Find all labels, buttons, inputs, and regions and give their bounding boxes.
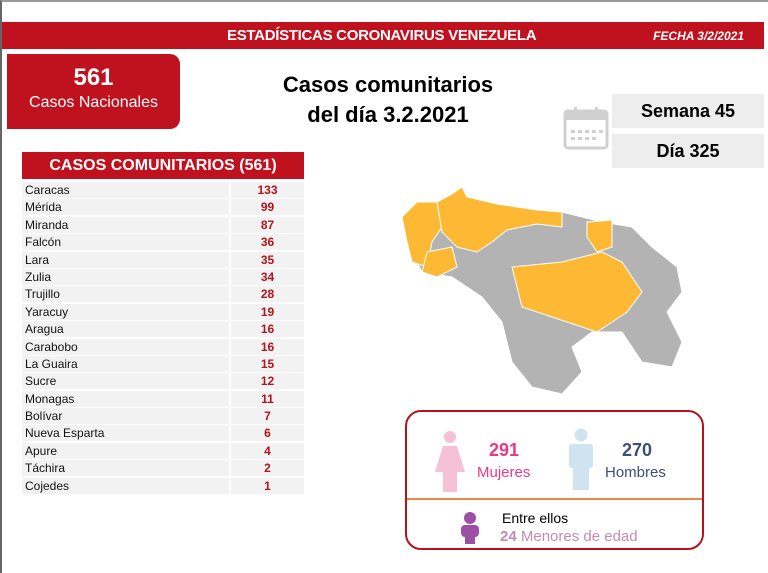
title-line2: del día 3.2.2021: [307, 102, 469, 127]
state-name: Trujillo: [22, 286, 229, 303]
map-region-northeast: [586, 219, 613, 253]
state-name: Cojedes: [22, 477, 229, 494]
venezuela-map: [401, 186, 683, 395]
table-row: Táchira 2: [22, 460, 304, 477]
table-row: Cojedes 1: [22, 477, 304, 495]
week-box: Semana 45: [612, 94, 764, 128]
table-row: Miranda 87: [22, 216, 304, 234]
state-name: Zulia: [22, 268, 229, 285]
state-cases: 4: [231, 442, 304, 459]
table-row: Caracas 133: [22, 182, 304, 199]
state-name: Falcón: [22, 234, 229, 251]
men-label: Hombres: [605, 464, 666, 481]
state-cases: 7: [231, 408, 304, 425]
page-title: Casos comunitarios del día 3.2.2021: [262, 70, 514, 130]
state-name: Sucre: [22, 373, 229, 390]
state-name: Táchira: [22, 460, 229, 477]
table-header: CASOS COMUNITARIOS (561): [22, 152, 304, 179]
female-icon: [435, 431, 465, 492]
map-region-merida: [421, 246, 458, 278]
state-cases: 99: [231, 199, 304, 216]
state-name: Nueva Esparta: [22, 425, 229, 442]
state-cases: 1: [231, 477, 304, 494]
header-date: FECHA 3/2/2021: [653, 29, 744, 43]
header-title: ESTADÍSTICAS CORONAVIRUS VENEZUELA: [227, 27, 537, 44]
state-name: Caracas: [22, 182, 229, 198]
cases-table: Caracas 133 Mérida 99 Miranda 87 Falcón 36 Lara 3…: [22, 182, 304, 495]
table-row: Bolívar 7: [22, 408, 304, 425]
national-label: Casos Nacionales: [29, 94, 158, 111]
table-row: Falcón 36: [22, 234, 304, 251]
state-name: Carabobo: [22, 338, 229, 355]
state-cases: 28: [231, 286, 304, 303]
table-row: Nueva Esparta 6: [22, 425, 304, 442]
women-label: Mujeres: [477, 464, 531, 481]
national-cases-box: 561 Casos Nacionales: [7, 54, 180, 129]
title-line1: Casos comunitarios: [282, 72, 494, 97]
table-row: Mérida 99: [22, 199, 304, 216]
state-cases: 19: [231, 303, 304, 320]
state-cases: 12: [231, 373, 304, 390]
child-icon: [461, 512, 479, 544]
state-name: Monagas: [22, 390, 229, 407]
minors-label: Menores de edad: [520, 528, 638, 545]
state-name: Mérida: [22, 199, 229, 216]
state-name: La Guaira: [22, 355, 229, 372]
women-count: 291: [489, 440, 520, 460]
minors-intro: Entre ellos: [502, 510, 569, 526]
day-box: Día 325: [612, 134, 764, 168]
table-row: Aragua 16: [22, 321, 304, 338]
national-count: 561: [73, 64, 114, 91]
table-row: Sucre 12: [22, 373, 304, 390]
state-cases: 133: [231, 182, 304, 198]
state-name: Miranda: [22, 216, 229, 233]
map-region-bolivar: [511, 251, 643, 333]
table-row: Carabobo 16: [22, 338, 304, 356]
map-region-north: [436, 186, 563, 253]
state-cases: 35: [231, 251, 304, 268]
minors-count: 24: [500, 528, 517, 545]
calendar-icon: [563, 107, 609, 150]
table-row: Yaracuy 19: [22, 303, 304, 321]
men-count: 270: [622, 440, 653, 460]
gender-box: 291 Mujeres 270 Hombres Entre ellos 24 M…: [405, 410, 704, 550]
table-row: Monagas 11: [22, 390, 304, 408]
state-cases: 87: [231, 216, 304, 233]
state-name: Lara: [22, 251, 229, 268]
table-row: Zulia 34: [22, 268, 304, 286]
state-cases: 2: [231, 460, 304, 477]
header-bar: ESTADÍSTICAS CORONAVIRUS VENEZUELA FECHA…: [2, 22, 764, 49]
state-cases: 16: [231, 338, 304, 355]
map-region-west: [401, 201, 443, 268]
male-icon: [569, 428, 593, 490]
table-row: La Guaira 15: [22, 355, 304, 373]
state-name: Apure: [22, 442, 229, 459]
table-row: Apure 4: [22, 442, 304, 460]
state-cases: 15: [231, 355, 304, 372]
state-cases: 34: [231, 268, 304, 285]
state-cases: 6: [231, 425, 304, 442]
state-name: Yaracuy: [22, 303, 229, 320]
state-name: Bolívar: [22, 408, 229, 425]
state-cases: 16: [231, 321, 304, 338]
state-name: Aragua: [22, 321, 229, 338]
state-cases: 36: [231, 234, 304, 251]
table-row: Trujillo 28: [22, 286, 304, 303]
divider: [407, 498, 702, 500]
state-cases: 11: [231, 390, 304, 407]
table-row: Lara 35: [22, 251, 304, 269]
